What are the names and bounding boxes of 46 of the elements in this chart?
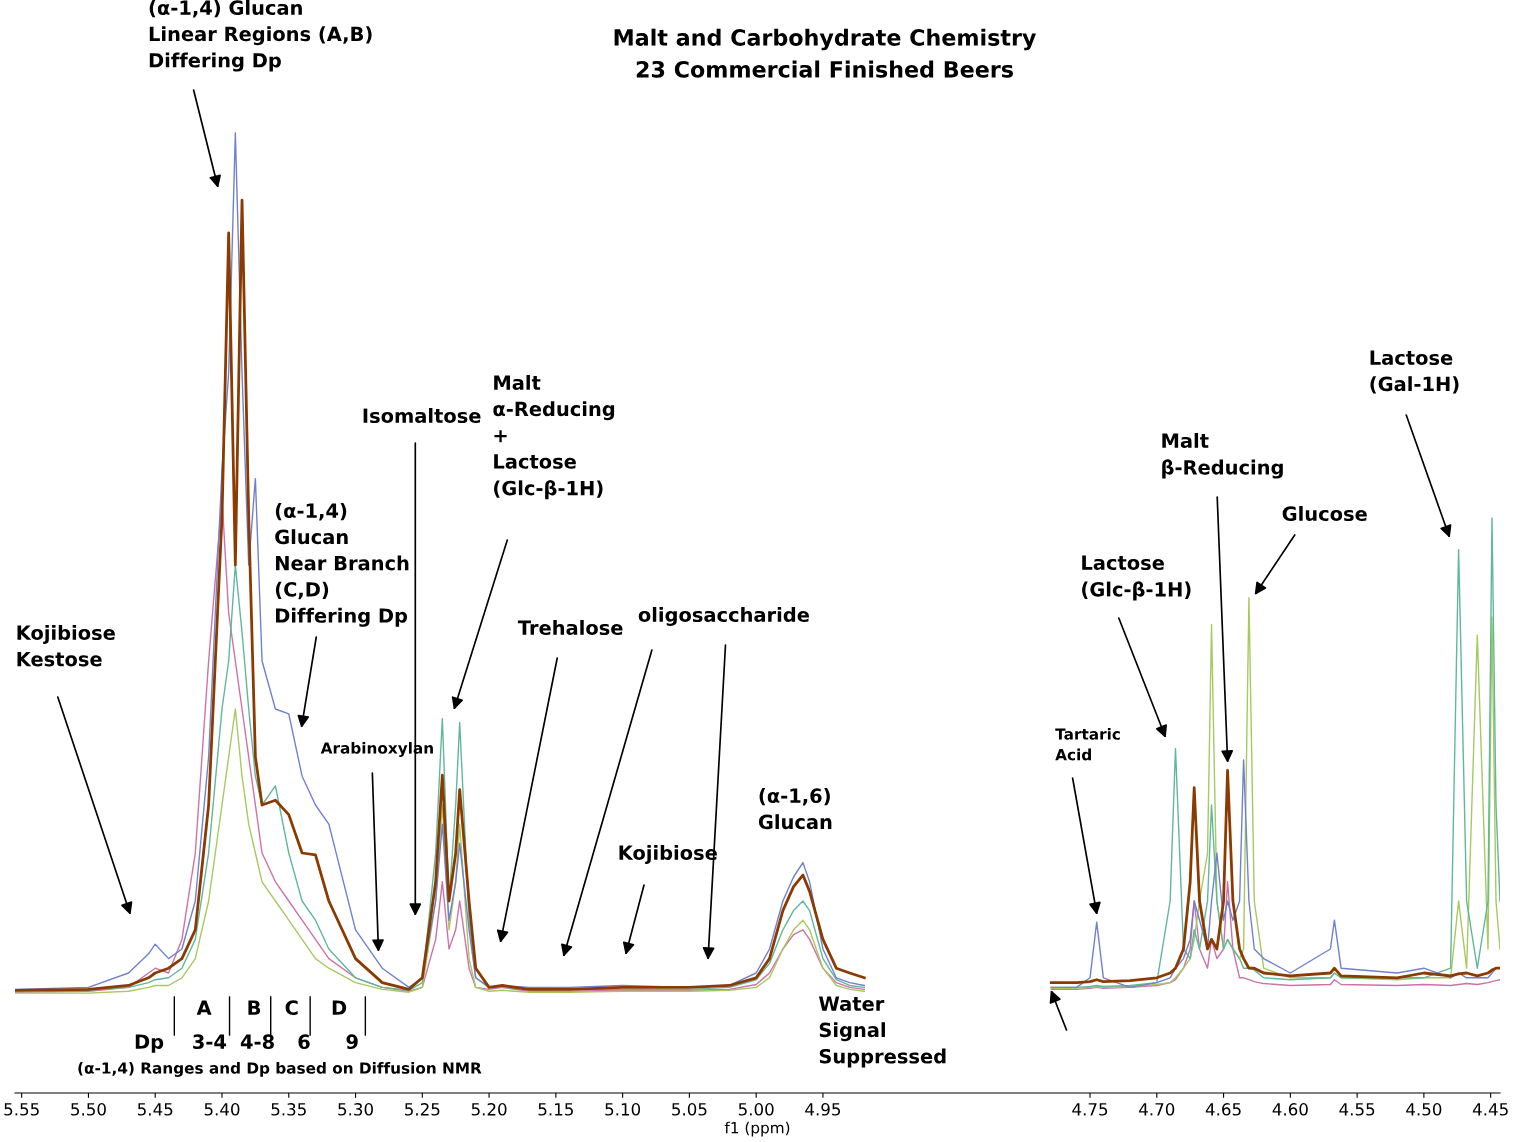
x-tick-label: 5.20 — [471, 1103, 507, 1116]
x-tick-label: 5.45 — [137, 1103, 173, 1116]
annotation: A — [196, 1000, 212, 1015]
x-tick-label: 5.05 — [672, 1103, 707, 1116]
annotation: Malt α-Reducing + Lactose (Glc-β-1H) — [493, 375, 615, 500]
x-tick-label: 4.65 — [1205, 1103, 1241, 1116]
annotation: Tartaric Acid — [1055, 728, 1120, 761]
annotation: C — [285, 1000, 298, 1016]
annotation: (α-1,6) Glucan — [758, 788, 832, 830]
x-tick-label: 4.45 — [1472, 1103, 1508, 1116]
annotation: Malt β-Reducing — [1162, 433, 1283, 479]
x-tick-label: 5.40 — [204, 1103, 240, 1116]
x-tick-label: 4.95 — [805, 1103, 841, 1116]
chart-title: Malt and Carbohydrate Chemistry 23 Commercial Finished Beers — [614, 28, 1037, 78]
x-tick-label: 5.55 — [4, 1103, 39, 1116]
x-tick-label: 5.30 — [338, 1103, 373, 1116]
annotation: Kojibiose Kestose — [17, 625, 115, 667]
annotation: Lactose (Gal-1H) — [1370, 350, 1459, 394]
annotation: B — [248, 1000, 261, 1015]
x-tick-label: 4.60 — [1272, 1103, 1308, 1116]
annotation: (α-1,4) Glucan Near Branch (C,D) Differing Dp — [275, 503, 409, 627]
x-tick-label: 4.70 — [1139, 1103, 1175, 1116]
x-tick-label: 4.75 — [1072, 1103, 1108, 1116]
x-tick-label: 4.50 — [1406, 1103, 1442, 1116]
annotation: 6 — [298, 1034, 310, 1050]
annotation: 3-4 — [193, 1034, 227, 1050]
x-tick-label: 5.35 — [271, 1103, 306, 1116]
annotation: oligosaccharide — [638, 607, 809, 626]
x-tick-label: 5.25 — [405, 1103, 440, 1116]
x-tick-label: 5.15 — [538, 1103, 573, 1116]
x-tick-label: 4.55 — [1339, 1103, 1375, 1116]
text: (α-1,4) Glucan Linear Regions (A,B) Differing Dp — [149, 0, 372, 72]
x-tick-label: 5.00 — [738, 1103, 774, 1116]
annotation: Isomaltose — [363, 408, 481, 424]
x-tick-label: 5.50 — [71, 1103, 106, 1116]
annotation: Lactose (Glc-β-1H) — [1082, 555, 1191, 601]
x-tick-label: 5.10 — [605, 1103, 641, 1116]
annotation: Trehalose — [517, 620, 623, 636]
annotation: 9 — [346, 1034, 358, 1050]
x-axis-title: f1 (ppm) — [724, 1121, 790, 1137]
annotation: 4-8 — [240, 1034, 274, 1050]
annotation: Water Signal Suppressed — [818, 996, 946, 1068]
annotation: D — [332, 1000, 347, 1015]
annotation: Dp — [135, 1034, 164, 1053]
annotation: Glucose — [1282, 506, 1367, 522]
annotation: (α-1,4) Ranges and Dp based on Diffusion NMR — [78, 1062, 482, 1077]
